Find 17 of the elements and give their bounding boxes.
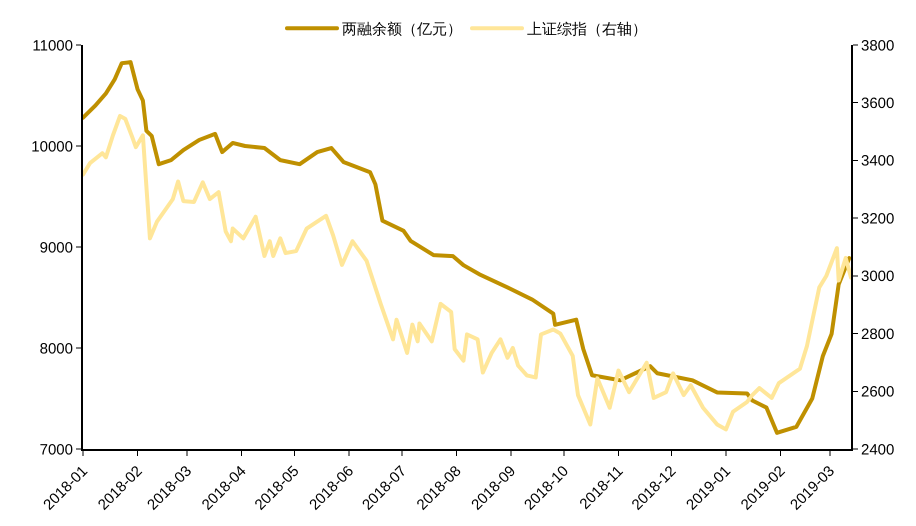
legend-label: 上证综指（右轴）	[527, 21, 647, 38]
y-tick-label: 10000	[31, 138, 73, 156]
y-tick-label: 9000	[40, 239, 73, 256]
y-tick-label: 11000	[32, 37, 73, 54]
y2-tick-label: 3600	[861, 94, 894, 112]
legend-label: 两融余额（亿元）	[342, 21, 462, 38]
y-tick-label: 7000	[40, 441, 73, 458]
y2-tick-label: 3800	[861, 37, 894, 54]
y2-tick-label: 2600	[861, 384, 894, 401]
line-series	[83, 114, 851, 432]
y2-tick-label: 2400	[861, 441, 894, 458]
y2-tick-label: 3000	[861, 268, 894, 286]
y2-tick-label: 2800	[861, 326, 894, 343]
y2-tick-label: 3200	[861, 210, 894, 228]
y2-tick-label: 3400	[861, 152, 894, 170]
y-tick-label: 8000	[40, 340, 73, 358]
line-series	[83, 60, 851, 435]
